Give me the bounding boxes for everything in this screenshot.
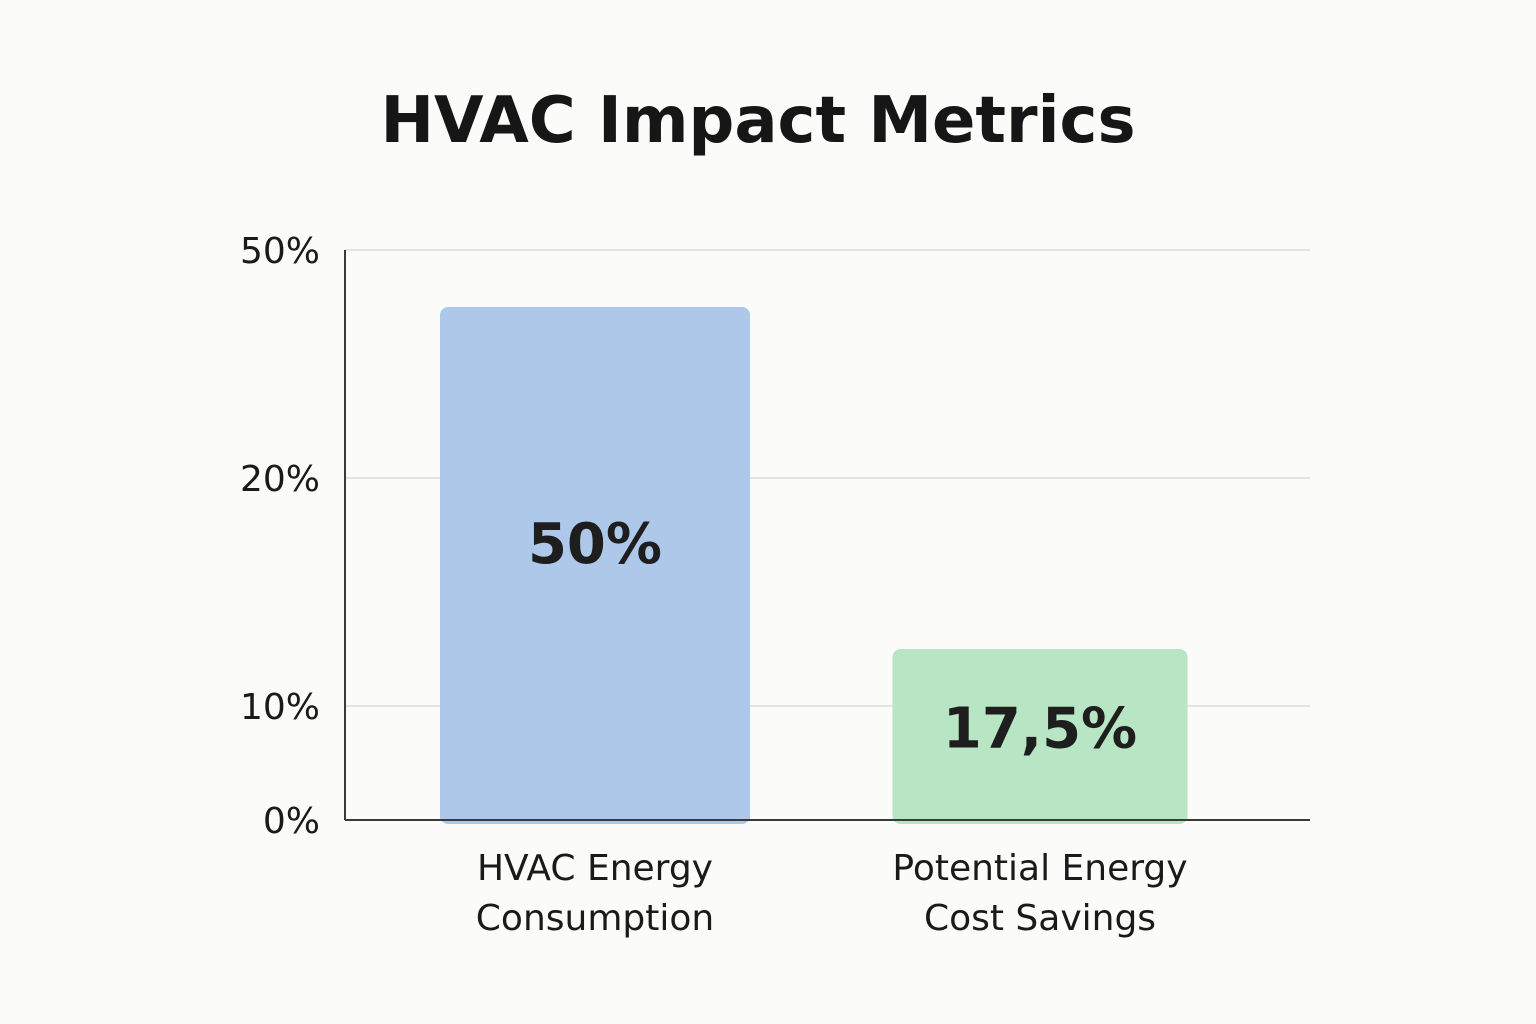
y-tick-label: 20% [240,459,320,500]
y-tick-labels: 50% 20% 10% 0% [240,231,320,842]
category-labels: HVAC Energy Consumption Potential Energy Co… [476,848,1188,939]
bar [440,307,750,824]
y-tick-label: 0% [263,801,320,842]
bars: 50% 17,5% [440,307,1188,824]
category-label: Potential Energy [892,848,1187,889]
y-tick-label: 10% [240,687,320,728]
category-label: HVAC Energy [477,848,713,889]
bar [892,649,1188,824]
category-label: Consumption [476,898,714,939]
chart-title: HVAC Impact Metrics [380,84,1135,158]
bar-base [440,810,750,820]
category-label: Cost Savings [924,898,1156,939]
y-tick-label: 50% [240,231,320,272]
bar-value-label: 17,5% [943,697,1137,762]
bar-base [892,810,1188,820]
axes [344,250,1310,821]
bar-value-label: 50% [528,512,662,577]
